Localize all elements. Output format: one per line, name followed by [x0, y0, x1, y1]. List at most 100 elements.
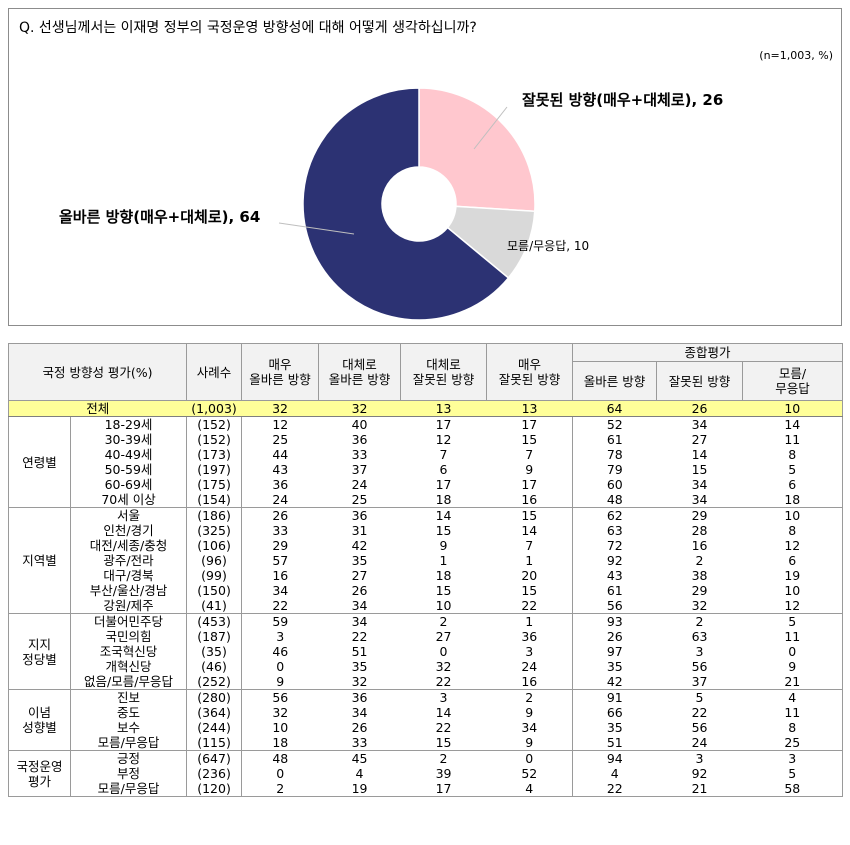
row-value: 20 — [486, 568, 574, 583]
table-row: 부정 (236) 0 4 39 52 4 92 5 — [9, 766, 844, 781]
row-value: 92 — [606, 553, 623, 568]
row-value: 11 — [742, 432, 844, 447]
row-value: 56 — [691, 659, 708, 674]
row-label: 50-59세 — [70, 462, 188, 477]
row-value: 56 — [572, 598, 657, 614]
row-value: 60 — [606, 477, 623, 492]
row-value: 3 — [276, 629, 285, 644]
row-count: (152) — [186, 432, 243, 447]
row-value: 9 — [439, 538, 448, 553]
row-count: (120) — [186, 781, 243, 797]
row-value: 24 — [241, 492, 319, 508]
row-value: 3 — [439, 690, 448, 705]
total-value: 13 — [486, 400, 573, 417]
table-row: 이념 성향별 진보 (280) 56 36 3 2 91 5 4 — [8, 689, 844, 751]
results-table: 국정 방향성 평가(%) 사례수 매우 올바른 방향 대체로 올바른 방향 대체로 잘못된 방… — [7, 343, 844, 797]
row-label: 대전/세종/충청 — [70, 538, 188, 553]
row-count: (236) — [186, 766, 243, 781]
row-value: 17 — [486, 477, 574, 492]
row-value: 22 — [435, 720, 452, 735]
row-value: 25 — [742, 735, 844, 751]
row-value: 34 — [691, 477, 708, 492]
row-value: 92 — [691, 766, 708, 781]
row-value: 61 — [606, 583, 623, 598]
table-row: 개혁신당 (46) 0 35 32 24 35 56 9 — [9, 659, 844, 674]
row-value: 4 — [742, 689, 844, 705]
row-value: 56 — [691, 720, 708, 735]
row-value: 32 — [318, 674, 401, 690]
row-value: 24 — [351, 477, 368, 492]
row-value: 1 — [486, 553, 574, 568]
row-value: 52 — [486, 766, 574, 781]
row-value: 18 — [241, 735, 319, 751]
table-row: 조국혁신당 (35) 46 51 0 3 97 3 0 — [9, 644, 844, 659]
row-value: 27 — [351, 568, 368, 583]
group-label: 지지 정당별 — [8, 613, 71, 690]
row-value: 17 — [435, 417, 452, 432]
row-value: 26 — [606, 629, 623, 644]
table-row: 대전/세종/충청 (106) 29 42 9 7 72 16 12 — [9, 538, 844, 553]
row-value: 3 — [695, 644, 704, 659]
row-value: 2 — [486, 689, 574, 705]
row-count: (252) — [186, 674, 243, 690]
total-count: (1,003) — [186, 400, 242, 417]
row-value: 37 — [656, 674, 743, 690]
row-value: 0 — [276, 766, 285, 781]
row-value: 34 — [318, 598, 401, 614]
row-value: 15 — [435, 583, 452, 598]
table-row: 50-59세 (197) 43 37 6 9 79 15 5 — [9, 462, 844, 477]
row-value: 36 — [272, 477, 289, 492]
row-value: 59 — [272, 614, 289, 629]
row-value: 14 — [435, 508, 452, 523]
total-value: 32 — [318, 400, 401, 417]
row-value: 48 — [272, 751, 289, 766]
row-count: (150) — [186, 583, 243, 598]
row-value: 2 — [241, 781, 319, 797]
row-value: 15 — [435, 523, 452, 538]
row-label: 광주/전라 — [70, 553, 188, 568]
row-value: 18 — [400, 492, 487, 508]
row-value: 32 — [272, 705, 289, 720]
row-value: 12 — [272, 417, 289, 432]
row-value: 56 — [272, 690, 289, 705]
row-value: 26 — [351, 720, 368, 735]
row-value: 1 — [486, 613, 574, 629]
row-value: 9 — [241, 674, 319, 690]
row-value: 17 — [435, 477, 452, 492]
row-value: 6 — [742, 477, 844, 492]
row-value: 34 — [691, 417, 708, 432]
row-label: 더불어민주당 — [70, 613, 188, 629]
row-value: 33 — [351, 447, 368, 462]
row-value: 37 — [351, 462, 368, 477]
row-value: 5 — [695, 690, 704, 705]
total-label: 전체 — [7, 400, 187, 417]
row-value: 34 — [351, 614, 368, 629]
row-value: 0 — [276, 659, 285, 674]
row-value: 66 — [606, 705, 623, 720]
row-value: 51 — [572, 735, 657, 751]
row-value: 22 — [486, 598, 574, 614]
row-value: 0 — [742, 644, 844, 659]
row-value: 24 — [656, 735, 743, 751]
header-col-1: 대체로 올바른 방향 — [318, 343, 402, 401]
table-row: 지역별 서울 (186) 26 36 14 15 62 29 10 — [8, 507, 844, 614]
group-label: 국정운영 평가 — [8, 750, 71, 797]
row-value: 4 — [610, 766, 619, 781]
row-count: (647) — [186, 750, 243, 766]
leader-line-right — [278, 222, 355, 235]
header-sum-col-2: 모름/무응답 — [742, 361, 844, 401]
row-value: 14 — [435, 705, 452, 720]
row-label: 모름/무응답 — [70, 735, 188, 751]
row-value: 12 — [742, 538, 844, 553]
row-value: 10 — [742, 583, 844, 598]
row-value: 17 — [486, 416, 574, 432]
row-value: 6 — [742, 553, 844, 568]
row-value: 10 — [272, 720, 289, 735]
row-count: (280) — [186, 689, 243, 705]
row-count: (453) — [186, 613, 243, 629]
row-label: 18-29세 — [70, 416, 188, 432]
row-count: (244) — [186, 720, 243, 735]
header-col-2: 대체로 잘못된 방향 — [400, 343, 488, 401]
table-row: 지지 정당별 더불어민주당 (453) 59 34 2 1 93 2 5 — [8, 613, 844, 690]
header-col-0: 매우 올바른 방향 — [241, 343, 320, 401]
